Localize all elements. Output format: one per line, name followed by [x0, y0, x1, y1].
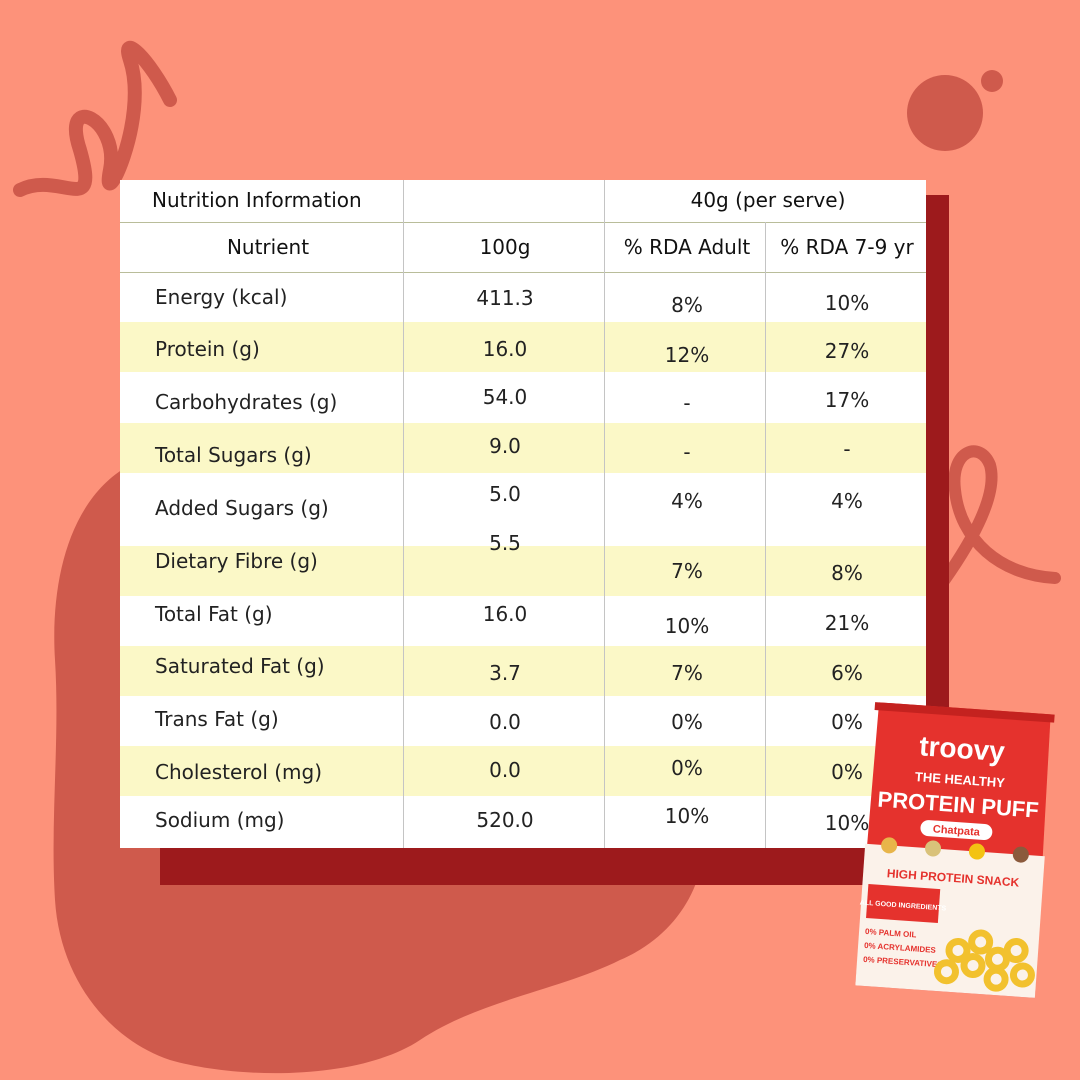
puffs-illustration	[933, 929, 1035, 992]
product-pack-image: troovy THE HEALTHY PROTEIN PUFF Chatpata…	[845, 693, 1065, 1006]
squiggle-scribble	[13, 40, 177, 197]
row-band	[120, 546, 926, 596]
value-100g: 5.0	[489, 482, 521, 506]
value-100g: 3.7	[489, 661, 521, 685]
nutrient-name: Energy (kcal)	[155, 285, 288, 309]
dot-large	[907, 75, 983, 151]
nutrient-name: Sodium (mg)	[155, 808, 285, 832]
row-band	[120, 322, 926, 372]
value-rda-adult: 10%	[664, 614, 710, 638]
value-100g: 5.5	[489, 531, 521, 555]
pack-claim: 0% PALM OIL	[865, 927, 917, 940]
header-divider	[120, 222, 926, 223]
column-header-100g: 100g	[479, 235, 531, 259]
value-rda-adult: 12%	[664, 343, 710, 367]
value-rda-child: 27%	[824, 339, 870, 363]
value-100g: 9.0	[489, 434, 521, 458]
value-rda-child: -	[843, 437, 851, 461]
value-rda-adult: 4%	[671, 489, 703, 513]
value-100g: 0.0	[489, 710, 521, 734]
column-header-nutrient: Nutrient	[226, 235, 310, 259]
value-100g: 16.0	[482, 602, 528, 626]
value-100g: 16.0	[482, 337, 528, 361]
value-rda-adult: -	[683, 440, 691, 464]
value-rda-adult: -	[683, 391, 691, 415]
value-rda-child: 0%	[831, 710, 863, 734]
value-rda-child: 21%	[824, 611, 870, 635]
value-rda-adult: 0%	[671, 710, 703, 734]
loop-scribble	[924, 445, 1061, 606]
nutrient-name: Dietary Fibre (g)	[155, 549, 318, 573]
value-100g: 54.0	[482, 385, 528, 409]
value-rda-adult: 7%	[671, 661, 703, 685]
value-100g: 520.0	[476, 808, 534, 832]
nutrient-name: Trans Fat (g)	[155, 707, 279, 731]
pack-flavour: Chatpata	[932, 823, 981, 838]
pack-tagline: THE HEALTHY	[914, 769, 1005, 790]
value-rda-child: 4%	[831, 489, 863, 513]
pack-brand: troovy	[918, 730, 1006, 767]
value-rda-adult: 10%	[664, 804, 710, 828]
column-divider	[604, 180, 605, 848]
dot-small	[981, 70, 1003, 92]
nutrient-name: Added Sugars (g)	[155, 496, 329, 520]
value-rda-adult: 7%	[671, 559, 703, 583]
nutrient-name: Carbohydrates (g)	[155, 390, 338, 414]
value-rda-child: 0%	[831, 760, 863, 784]
nutrient-name: Protein (g)	[155, 337, 260, 361]
row-band	[120, 646, 926, 696]
nutrient-name: Saturated Fat (g)	[155, 654, 325, 678]
serve-label: 40g (per serve)	[690, 188, 846, 212]
value-rda-adult: 8%	[671, 293, 703, 317]
value-100g: 0.0	[489, 758, 521, 782]
nutrient-name: Cholesterol (mg)	[155, 760, 323, 784]
nutrition-table: Nutrition Information 40g (per serve) Nu…	[120, 180, 926, 848]
value-rda-adult: 0%	[671, 756, 703, 780]
nutrient-name: Total Sugars (g)	[155, 443, 312, 467]
value-rda-child: 17%	[824, 388, 870, 412]
column-divider	[765, 222, 766, 848]
value-rda-child: 6%	[831, 661, 863, 685]
table-title: Nutrition Information	[152, 188, 362, 212]
value-rda-child: 10%	[824, 811, 870, 835]
column-divider	[403, 180, 404, 848]
value-rda-child: 10%	[824, 291, 870, 315]
row-band	[120, 423, 926, 473]
column-header-rda-adult: % RDA Adult	[623, 235, 751, 259]
column-header-rda-child: % RDA 7-9 yr	[780, 235, 914, 259]
nutrient-name: Total Fat (g)	[155, 602, 273, 626]
value-100g: 411.3	[476, 286, 534, 310]
row-band	[120, 746, 926, 796]
value-rda-child: 8%	[831, 561, 863, 585]
header-divider	[120, 272, 926, 273]
